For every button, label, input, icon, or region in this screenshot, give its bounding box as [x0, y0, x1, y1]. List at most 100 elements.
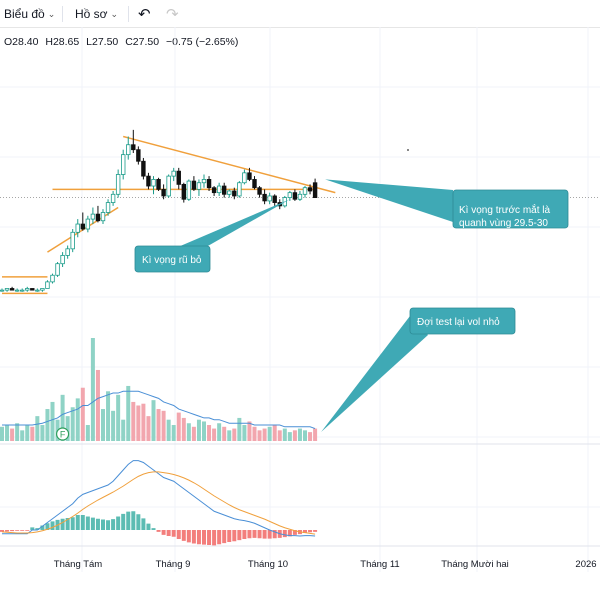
candle-body — [4, 288, 10, 291]
volume-bar — [181, 417, 186, 441]
volume-bar — [297, 428, 302, 441]
candle-body — [227, 190, 232, 195]
macd-histogram-bar — [111, 519, 116, 530]
macd-histogram-bar — [106, 520, 111, 530]
macd-histogram-bar — [267, 530, 272, 539]
callout-text: Kì vọng rũ bỏ — [142, 254, 202, 266]
candle-body — [75, 223, 80, 233]
candle-body — [30, 288, 35, 291]
callout-box — [134, 245, 211, 273]
volume-bar — [95, 369, 100, 441]
redo-arrow-icon[interactable]: ↷ — [166, 6, 179, 23]
candle-body — [115, 174, 121, 195]
macd-histogram-bar — [30, 527, 35, 530]
ohlc-close: C27.50 — [125, 36, 160, 48]
candle-body — [297, 193, 303, 200]
price-chart[interactable]: F Kì vọng trước mắt là quanh vùng 29.5-30 K… — [0, 27, 600, 600]
x-axis-label: Tháng Tám — [54, 559, 102, 570]
volume-bar — [196, 419, 201, 441]
profile-menu-label: Hồ sơ — [75, 7, 108, 21]
candle-body — [121, 154, 126, 175]
candle-body — [141, 160, 146, 177]
volume-bar — [141, 403, 146, 441]
signal-line — [1, 471, 316, 535]
candle-body — [136, 149, 141, 162]
macd-histogram-bar — [60, 518, 65, 530]
candle-body — [156, 179, 161, 190]
macd-histogram-bar — [161, 530, 166, 535]
candle-body — [196, 182, 202, 190]
x-axis-label: 2026 — [575, 559, 596, 570]
volume-bar — [106, 391, 111, 441]
macd-histogram-bar — [95, 518, 100, 530]
volume-bar — [217, 423, 222, 441]
macd-histogram-bar — [202, 530, 206, 545]
macd-histogram-bar — [252, 530, 257, 538]
candle-body — [262, 193, 267, 202]
volume-bar — [237, 417, 242, 441]
candle-body — [171, 170, 176, 177]
candle-body — [9, 288, 15, 291]
callout-box — [452, 189, 569, 229]
callout-text: Đợi test lại vol nhỏ — [417, 316, 500, 328]
macd-histogram-bar — [272, 530, 277, 539]
macd-histogram-bar — [90, 517, 95, 530]
volume-bar — [191, 426, 196, 441]
candle-body — [95, 213, 101, 222]
macd-histogram-bar — [45, 523, 50, 530]
macd-histogram-bar — [196, 530, 201, 545]
volume-bar — [166, 419, 171, 441]
macd-histogram-bar — [176, 530, 181, 539]
undo-arrow-icon[interactable]: ↶ — [138, 6, 151, 23]
chart-menu-button[interactable]: Biểu đồ ⌄ — [4, 4, 55, 24]
candle-body — [267, 195, 272, 202]
callout-text: quanh vùng 29.5-30 — [459, 218, 548, 229]
candle-body — [161, 188, 166, 197]
volume-bar — [227, 430, 232, 441]
chevron-down-icon: ⌄ — [47, 8, 56, 19]
candle-body — [85, 218, 91, 230]
volume-bar — [35, 416, 40, 441]
macd-histogram-bar — [10, 530, 15, 532]
callout-box — [409, 307, 516, 335]
volume-bar — [146, 416, 151, 441]
candle-body — [65, 248, 70, 256]
ohlc-readout: O28.40 H28.65 L27.50 C27.50 −0.75 (−2.65… — [4, 36, 242, 48]
macd-histogram-bar — [40, 525, 45, 530]
volume-bar — [161, 410, 166, 441]
volume-bar — [111, 410, 116, 441]
volume-bar — [303, 430, 307, 441]
resistance-trendline — [123, 135, 336, 194]
macd-histogram-bar — [141, 518, 146, 530]
volume-bar — [212, 428, 217, 441]
volume-bar — [60, 394, 65, 441]
volume-bar — [292, 430, 297, 441]
volume-bar — [0, 426, 4, 441]
ohlc-high: H28.65 — [45, 36, 80, 48]
macd-histogram-bar — [186, 530, 191, 543]
candle-body — [80, 223, 85, 230]
callout-pointer — [321, 316, 428, 432]
macd-histogram-bar — [121, 513, 126, 530]
volume-bar — [80, 387, 85, 441]
x-axis-label: Tháng 10 — [248, 559, 288, 570]
macd-histogram-bar — [35, 528, 40, 530]
volume-bar — [101, 409, 105, 441]
macd-histogram-bar — [136, 514, 141, 530]
macd-histogram-bar — [70, 517, 75, 530]
profile-menu-button[interactable]: Hồ sơ ⌄ — [75, 4, 118, 24]
candle-body — [126, 144, 131, 156]
ohlc-open: O28.40 — [4, 36, 39, 48]
toolbar-divider — [128, 6, 129, 22]
x-axis-label: Tháng 11 — [360, 559, 399, 570]
volume-bar — [262, 428, 267, 441]
candle-body — [0, 289, 5, 292]
macd-histogram-bar — [156, 530, 161, 532]
macd-histogram-bar — [282, 530, 287, 538]
volume-bar — [176, 412, 181, 441]
macd-histogram-bar — [237, 530, 242, 541]
macd-histogram-bar — [212, 530, 217, 546]
volume-bar — [232, 428, 237, 441]
volume-bar — [20, 430, 25, 441]
toolbar-divider — [62, 6, 63, 22]
